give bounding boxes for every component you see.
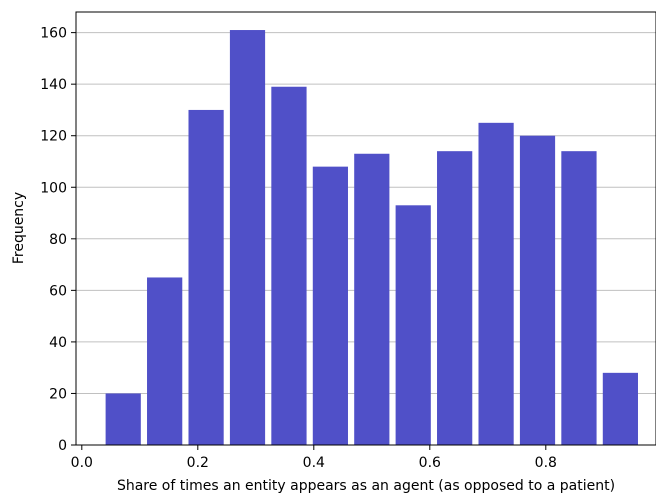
histogram-bar: [147, 277, 183, 445]
y-tick-label: 140: [40, 77, 67, 93]
y-tick-label: 80: [49, 232, 67, 248]
x-axis-ticks: 0.0 0.2 0.4 0.6 0.8: [71, 445, 557, 471]
y-tick-label: 40: [49, 335, 67, 351]
histogram-bar: [478, 122, 514, 445]
histogram-bar: [229, 30, 266, 446]
x-tick-label: 0.6: [419, 455, 441, 471]
x-tick-label: 0.8: [535, 455, 557, 471]
bars: [105, 30, 638, 446]
y-tick-label: 60: [49, 283, 67, 299]
histogram-bar: [271, 86, 307, 445]
x-tick-label: 0.2: [187, 455, 209, 471]
histogram-bar: [105, 393, 141, 445]
y-tick-label: 0: [58, 438, 67, 454]
y-axis-label: Frequency: [11, 192, 27, 264]
histogram-bar: [395, 205, 431, 445]
plot-frame: [75, 11, 656, 446]
x-tick-label: 0.4: [303, 455, 325, 471]
x-axis-label: Share of times an entity appears as an a…: [117, 478, 615, 493]
histogram-bar: [561, 151, 597, 445]
histogram-bar: [354, 153, 390, 445]
x-tick-label: 0.0: [71, 455, 93, 471]
y-tick-label: 120: [40, 129, 67, 145]
histogram-bar: [312, 166, 348, 445]
histogram-bar: [602, 372, 638, 445]
y-tick-label: 20: [49, 386, 67, 402]
histogram-bar: [437, 151, 473, 445]
y-tick-label: 100: [40, 180, 67, 196]
y-tick-label: 160: [40, 26, 67, 42]
y-axis-ticks: 0 20 40 60 80 100 120 140 160: [40, 26, 76, 454]
histogram-bar: [188, 109, 224, 445]
histogram-bar: [519, 135, 556, 445]
